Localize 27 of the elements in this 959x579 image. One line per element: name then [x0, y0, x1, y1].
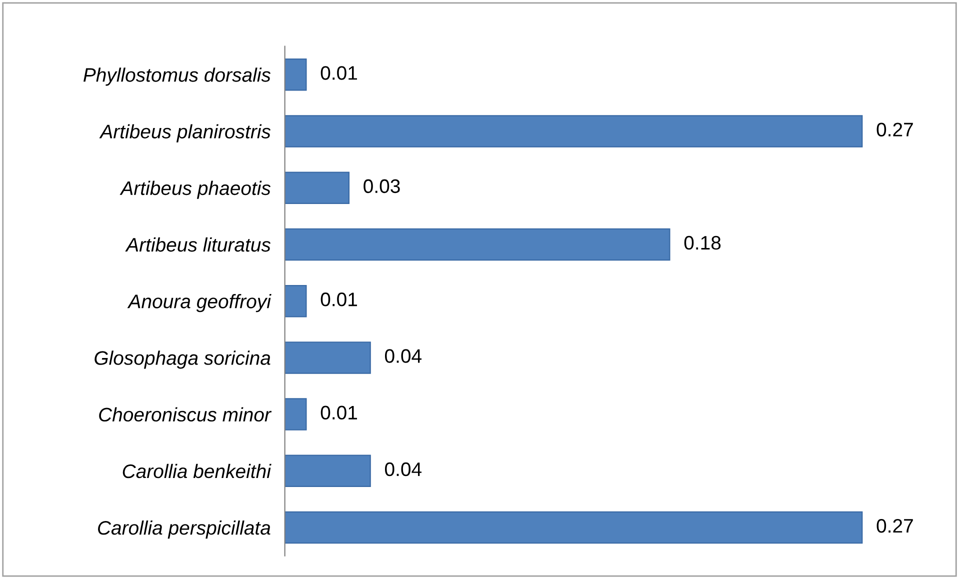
y-tick-label: Choeroniscus minor [99, 407, 272, 422]
y-tick-label: Carollia benkeithi [122, 464, 272, 478]
data-label: 0.27 [876, 518, 913, 533]
data-label: 0.01 [320, 66, 357, 80]
y-tick-label: Anoura geoffroyi [127, 294, 272, 312]
data-label: 0.03 [364, 179, 400, 194]
data-label: 0.01 [320, 406, 357, 420]
y-tick-label: Carollia perspicillata [98, 520, 270, 539]
bar [284, 342, 371, 374]
data-label: 0.04 [385, 462, 422, 476]
bar [284, 454, 371, 488]
bar [284, 172, 350, 204]
bar [284, 398, 307, 430]
y-tick-label: Glosophaga soricina [94, 350, 270, 369]
data-label: 0.01 [320, 292, 357, 306]
bar [284, 115, 863, 148]
data-label: 0.27 [876, 122, 913, 136]
data-label: 0.18 [684, 236, 721, 250]
bar [284, 511, 863, 544]
bar [284, 228, 670, 261]
bar [284, 284, 307, 318]
y-tick-label: Phyllostomus dorsalis [84, 68, 271, 86]
y-tick-label: Artibeus lituratus [125, 237, 271, 252]
y-tick-label: Artibeus phaeotis [120, 180, 271, 199]
bar [284, 58, 307, 91]
y-tick-label: Artibeus planirostris [99, 124, 271, 142]
data-label: 0.04 [385, 349, 422, 363]
